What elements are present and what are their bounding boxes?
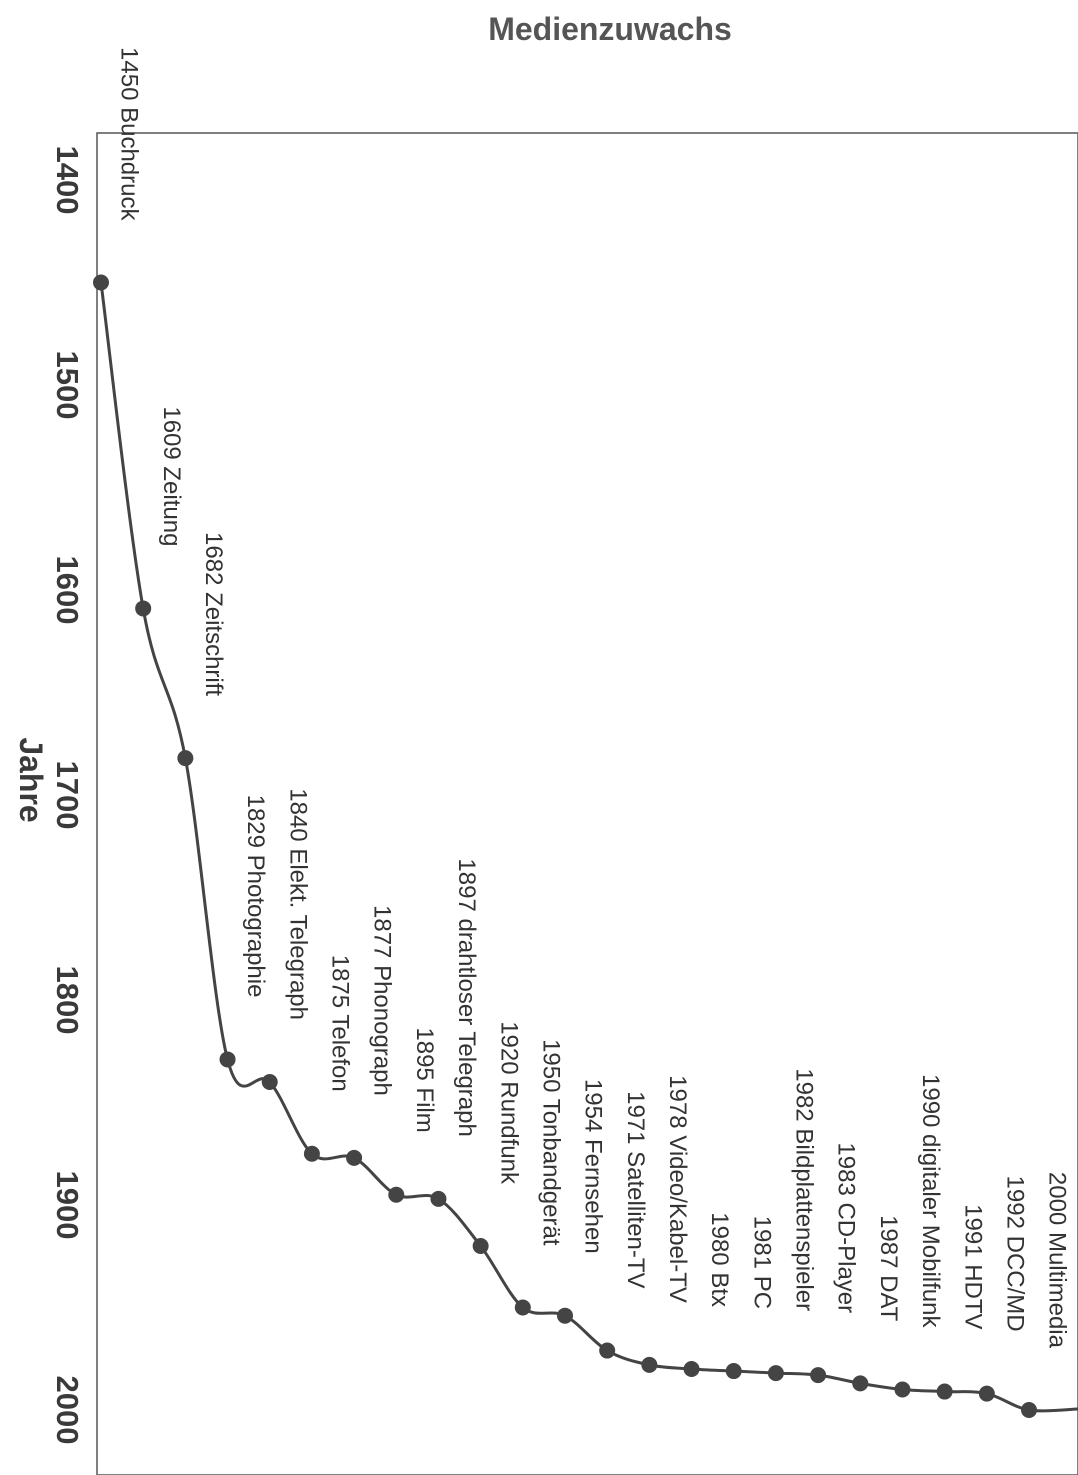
point-label-2000: 2000 Multimedia xyxy=(1044,1172,1071,1349)
tick-label-1400: 1400 xyxy=(50,146,85,215)
point-labels: 1450 Buchdruck 1609 Zeitung 1682 Zeitschri… xyxy=(116,47,1071,1349)
point-label-1877: 1877 Phonograph xyxy=(369,905,396,1096)
point-label-1897: 1897 drahtloser Telegraph xyxy=(453,858,480,1136)
point-label-1920: 1920 Rundfunk xyxy=(495,1021,522,1185)
point-label-1971: 1971 Satelliten-TV xyxy=(622,1091,649,1288)
x-axis-label: Jahre xyxy=(13,737,49,822)
data-point-1978 xyxy=(641,1356,658,1373)
point-label-1981: 1981 PC xyxy=(748,1216,775,1309)
timeline-curve xyxy=(99,282,1078,1413)
chart-title: Medienzuwachs xyxy=(488,11,732,47)
plot-frame xyxy=(96,132,1078,1475)
point-label-1682: 1682 Zeitschrift xyxy=(200,532,227,696)
data-point-1609 xyxy=(135,600,152,617)
data-point-1829 xyxy=(219,1051,236,1068)
data-point-1950 xyxy=(514,1299,531,1316)
tick-label-1900: 1900 xyxy=(50,1171,85,1240)
point-label-1829: 1829 Photographie xyxy=(242,795,269,998)
data-point-1983 xyxy=(810,1367,827,1384)
data-point-1877 xyxy=(346,1149,363,1166)
point-label-1609: 1609 Zeitung xyxy=(158,406,185,546)
data-point-1981 xyxy=(725,1363,742,1380)
data-point-1980 xyxy=(683,1361,700,1377)
tick-label-2000: 2000 xyxy=(50,1376,85,1445)
point-label-1992: 1992 DCC/MD xyxy=(1001,1176,1028,1332)
data-point-1897 xyxy=(430,1190,447,1207)
point-label-1987: 1987 DAT xyxy=(875,1215,902,1322)
data-points xyxy=(93,274,1037,1418)
data-point-1971 xyxy=(599,1342,616,1359)
data-point-1450 xyxy=(93,274,109,291)
data-point-2000 xyxy=(1021,1402,1037,1418)
data-point-1987 xyxy=(852,1375,869,1392)
point-label-1978: 1978 Video/Kabel-TV xyxy=(664,1075,691,1303)
x-axis-ticks: 1400 1500 1600 1700 1800 1900 2000 xyxy=(50,146,85,1445)
point-label-1991: 1991 HDTV xyxy=(959,1204,986,1329)
point-label-1954: 1954 Fernsehen xyxy=(580,1079,607,1254)
data-point-1954 xyxy=(557,1307,573,1324)
point-label-1875: 1875 Telefon xyxy=(327,955,354,1092)
point-label-1983: 1983 CD-Player xyxy=(833,1142,860,1313)
data-point-1682 xyxy=(177,750,194,767)
data-point-1992 xyxy=(978,1385,995,1402)
data-point-1990 xyxy=(894,1381,911,1398)
data-point-1991 xyxy=(936,1383,953,1400)
point-label-1450: 1450 Buchdruck xyxy=(116,47,143,221)
tick-label-1800: 1800 xyxy=(50,966,85,1035)
data-point-1840 xyxy=(261,1074,278,1090)
point-label-1950: 1950 Tonbandgerät xyxy=(537,1039,564,1246)
tick-label-1500: 1500 xyxy=(50,351,85,420)
data-point-1982 xyxy=(767,1365,784,1382)
tick-label-1600: 1600 xyxy=(50,556,85,625)
data-point-1920 xyxy=(472,1238,489,1254)
point-label-1980: 1980 Btx xyxy=(706,1212,733,1307)
data-point-1875 xyxy=(303,1145,320,1162)
point-label-1990: 1990 digitaler Mobilfunk xyxy=(917,1074,944,1328)
point-label-1982: 1982 Bildplattenspieler xyxy=(791,1068,818,1311)
data-point-1895 xyxy=(388,1186,405,1203)
point-label-1840: 1840 Elekt. Telegraph xyxy=(284,788,311,1020)
point-label-1895: 1895 Film xyxy=(411,1027,438,1132)
tick-label-1700: 1700 xyxy=(50,761,85,830)
